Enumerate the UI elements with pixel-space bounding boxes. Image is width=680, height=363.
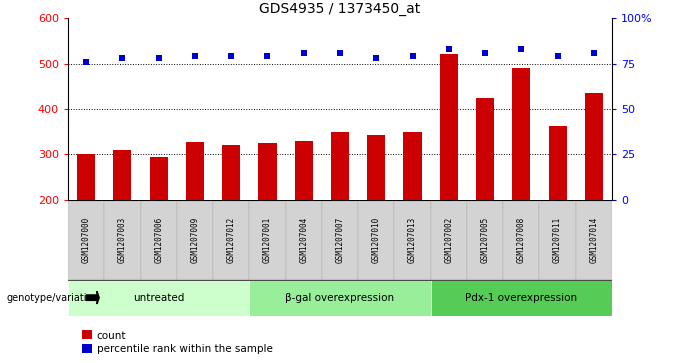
Bar (322, 200, 358, 280)
Text: GSM1207011: GSM1207011 (553, 216, 562, 263)
Bar (77, 154, 95, 290)
Text: count: count (97, 331, 126, 341)
Bar (177, 200, 213, 280)
Text: GSM1207000: GSM1207000 (82, 216, 90, 263)
Bar (403, 132, 422, 290)
Text: GSM1207009: GSM1207009 (190, 216, 199, 263)
Bar (250, 280, 430, 316)
Text: GSM1207008: GSM1207008 (517, 216, 526, 263)
Bar (294, 141, 313, 290)
Bar (114, 150, 131, 290)
Bar (467, 200, 503, 280)
Bar (331, 132, 349, 290)
Text: GSM1207005: GSM1207005 (481, 216, 490, 263)
Bar (512, 68, 530, 290)
Text: genotype/variation: genotype/variation (7, 293, 99, 303)
Bar (367, 135, 386, 290)
Bar (258, 143, 277, 290)
Bar (213, 200, 250, 280)
Bar (503, 200, 539, 280)
Bar (68, 280, 250, 316)
Text: GSM1207006: GSM1207006 (154, 216, 163, 263)
Text: percentile rank within the sample: percentile rank within the sample (97, 344, 273, 354)
Bar (104, 200, 141, 280)
Text: untreated: untreated (133, 293, 184, 303)
Text: GSM1207012: GSM1207012 (226, 216, 236, 263)
Bar (250, 200, 286, 280)
Bar (539, 200, 576, 280)
Bar (394, 200, 430, 280)
Bar (430, 200, 467, 280)
Bar (430, 280, 612, 316)
Text: Pdx-1 overexpression: Pdx-1 overexpression (465, 293, 577, 303)
FancyArrow shape (86, 291, 99, 304)
Text: β-gal overexpression: β-gal overexpression (286, 293, 394, 303)
Bar (549, 126, 566, 290)
Title: GDS4935 / 1373450_at: GDS4935 / 1373450_at (259, 2, 421, 16)
Bar (68, 200, 104, 280)
Bar (286, 200, 322, 280)
Text: GSM1207001: GSM1207001 (263, 216, 272, 263)
Text: GSM1207004: GSM1207004 (299, 216, 308, 263)
Text: GSM1207007: GSM1207007 (335, 216, 345, 263)
Text: GSM1207014: GSM1207014 (590, 216, 598, 263)
Bar (141, 200, 177, 280)
Bar (358, 200, 394, 280)
Bar (186, 142, 204, 290)
Bar (440, 54, 458, 290)
Bar (222, 145, 240, 290)
Bar (150, 158, 168, 290)
Bar (476, 98, 494, 290)
Text: GSM1207013: GSM1207013 (408, 216, 417, 263)
Bar (576, 200, 612, 280)
Text: GSM1207002: GSM1207002 (444, 216, 454, 263)
Text: GSM1207010: GSM1207010 (372, 216, 381, 263)
Text: GSM1207003: GSM1207003 (118, 216, 127, 263)
Bar (585, 93, 603, 290)
